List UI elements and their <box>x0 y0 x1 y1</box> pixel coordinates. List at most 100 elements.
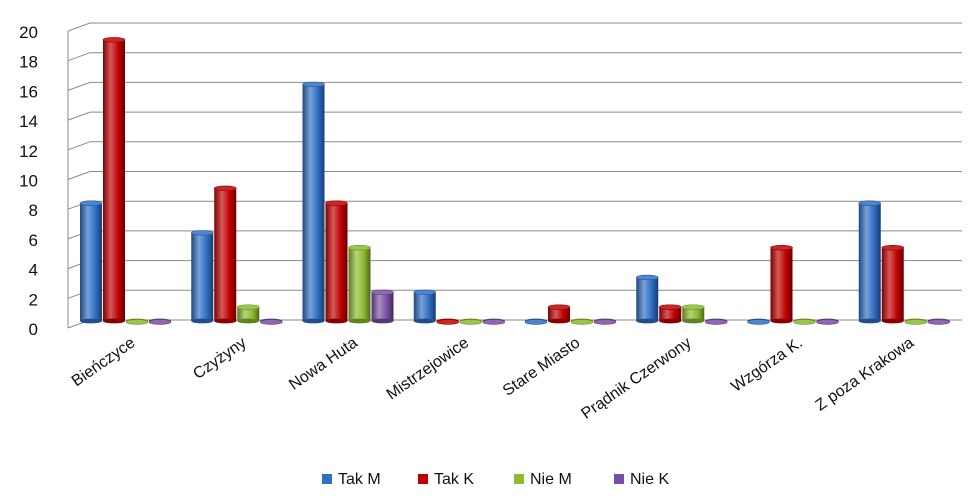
gridline-depth <box>67 141 91 151</box>
bar-cap <box>213 185 237 192</box>
bar-body <box>325 203 348 321</box>
bar <box>816 318 839 325</box>
bar-base <box>371 318 394 324</box>
bar-body <box>682 307 705 321</box>
bar-cap <box>904 319 928 325</box>
legend-label: Tak M <box>338 471 381 488</box>
bar-cap <box>190 230 214 236</box>
y-tick-label: 12 <box>19 142 38 161</box>
bar <box>236 304 260 324</box>
bar <box>793 318 816 325</box>
legend-label: Tak K <box>434 471 474 488</box>
bar-base <box>413 318 436 324</box>
bar-cap <box>436 319 460 325</box>
bar <box>325 200 348 324</box>
bar-cap <box>302 81 325 88</box>
legend-swatch <box>322 474 332 484</box>
bar <box>681 304 705 324</box>
bar-cap <box>658 304 682 310</box>
bar-cap <box>681 304 705 310</box>
bar-cap <box>881 245 905 251</box>
bar-cap <box>259 319 283 325</box>
x-tick-label: Bieńczyce <box>69 334 139 390</box>
bar-body <box>348 247 371 321</box>
bar-body <box>881 247 904 321</box>
legend-swatch <box>614 474 624 484</box>
bar <box>436 318 460 325</box>
bar-cap <box>524 319 548 325</box>
bar-base <box>881 318 904 324</box>
bar-base <box>682 318 705 324</box>
bar <box>858 200 882 324</box>
bar-body <box>548 307 570 321</box>
legend-item: Nie M <box>514 471 572 488</box>
bar-base <box>659 318 682 324</box>
bar-cap <box>459 319 483 325</box>
legend-item: Tak K <box>418 471 474 488</box>
bar <box>904 318 928 325</box>
y-tick-label: 8 <box>29 201 38 220</box>
bar-cap <box>125 319 149 325</box>
bar <box>371 289 394 324</box>
bar-cap <box>79 200 103 206</box>
gridline-depth <box>67 52 91 62</box>
bar-body <box>770 247 793 321</box>
bar-base <box>325 318 348 324</box>
bar-base <box>302 318 325 324</box>
bar-base <box>103 318 125 324</box>
bar-base <box>191 318 214 324</box>
y-axis-ticks: 0 2 4 6 8 10 12 14 16 18 20 <box>19 23 38 339</box>
bar-body <box>858 203 881 321</box>
bar <box>770 245 793 324</box>
x-tick-label: Stare Miasto <box>500 334 583 399</box>
y-tick-label: 20 <box>19 23 38 42</box>
bar-body <box>237 307 260 321</box>
bar-base <box>214 318 237 324</box>
bar-cap <box>816 319 839 325</box>
bar-cap <box>371 289 394 295</box>
y-tick-label: 16 <box>19 82 38 101</box>
bar-base <box>80 318 102 324</box>
bar-base <box>770 318 793 324</box>
bar <box>213 185 237 324</box>
x-tick-label: Prądnik Czerwony <box>578 334 694 422</box>
bar-base <box>548 318 570 324</box>
bar-body <box>191 232 214 321</box>
y-tick-label: 6 <box>29 231 38 250</box>
bar-cap <box>793 319 816 325</box>
bar-cap <box>236 304 260 310</box>
gridline-depth <box>67 81 91 91</box>
legend-label: Nie M <box>530 471 572 488</box>
bar-body <box>302 84 325 322</box>
bar <box>524 318 548 325</box>
bar <box>102 37 126 324</box>
y-tick-label: 18 <box>19 53 38 72</box>
y-tick-label: 10 <box>19 172 38 191</box>
bar-cap <box>102 37 126 43</box>
bar-cap <box>325 200 348 206</box>
legend-swatch <box>514 474 524 484</box>
bar-cap <box>570 319 594 325</box>
bar-cap <box>482 319 506 325</box>
bar-body <box>371 292 394 321</box>
gridline-depth <box>67 171 91 180</box>
bar <box>259 318 283 325</box>
bar <box>747 318 770 325</box>
bar <box>125 318 149 325</box>
bar-base <box>348 318 371 324</box>
bar <box>547 304 571 324</box>
bar <box>704 318 728 325</box>
y-tick-label: 4 <box>29 261 38 280</box>
bar-cap <box>927 319 951 325</box>
bar <box>148 318 172 325</box>
y-tick-label: 14 <box>19 112 38 131</box>
x-tick-label: Wzgórza K. <box>728 334 805 395</box>
bar-body <box>103 39 125 321</box>
bar-cap <box>747 319 770 325</box>
bar <box>635 274 659 324</box>
legend-item: Nie K <box>614 471 669 488</box>
bar-cap <box>858 200 882 206</box>
bar-cap <box>635 274 659 281</box>
